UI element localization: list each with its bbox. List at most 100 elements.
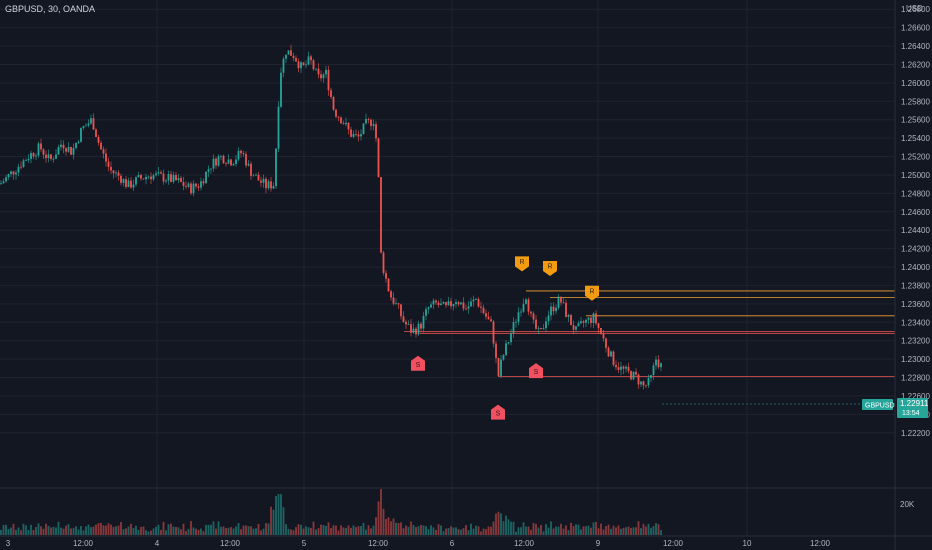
volume-bar bbox=[595, 521, 597, 535]
volume-bar bbox=[35, 527, 37, 535]
price-tick-label: 1.23400 bbox=[901, 318, 930, 327]
volume-bar bbox=[250, 526, 252, 535]
candle-body bbox=[482, 307, 485, 314]
volume-bar bbox=[327, 522, 330, 535]
candle-body bbox=[635, 371, 637, 375]
volume-bar bbox=[585, 526, 587, 535]
volume-bar bbox=[125, 528, 127, 535]
candle-body bbox=[252, 175, 255, 177]
volume-bar bbox=[152, 528, 155, 535]
candle-body bbox=[615, 365, 617, 368]
volume-bar bbox=[655, 523, 657, 535]
volume-bar bbox=[87, 524, 90, 535]
candle-body bbox=[127, 180, 130, 188]
candle-body bbox=[317, 68, 320, 75]
candle-body bbox=[190, 183, 192, 194]
candle-body bbox=[385, 272, 387, 279]
volume-bar bbox=[452, 527, 455, 535]
candle-body bbox=[417, 323, 420, 335]
candle-body bbox=[440, 303, 442, 306]
volume-bar bbox=[617, 525, 620, 535]
volume-bar bbox=[332, 525, 335, 535]
volume-bar bbox=[17, 527, 20, 535]
volume-bar bbox=[170, 523, 172, 535]
candle-body bbox=[15, 172, 17, 175]
candle-body bbox=[32, 153, 35, 157]
candle-body bbox=[322, 74, 325, 79]
volume-bar bbox=[450, 526, 452, 535]
volume-bar bbox=[462, 528, 465, 535]
time-tick-label: 10 bbox=[743, 539, 752, 548]
candle-body bbox=[347, 122, 350, 130]
candle-body bbox=[350, 129, 352, 137]
candle-body bbox=[280, 72, 282, 107]
candle-body bbox=[172, 175, 175, 182]
candle-body bbox=[207, 169, 210, 172]
candle-body bbox=[262, 178, 265, 183]
candle-body bbox=[327, 69, 330, 91]
candle-body bbox=[600, 328, 602, 334]
volume-bar bbox=[347, 525, 350, 535]
candle-body bbox=[525, 299, 527, 304]
price-tick-label: 1.22600 bbox=[901, 392, 930, 401]
volume-bar bbox=[390, 521, 392, 535]
signal-markers: R R R S S S bbox=[411, 256, 599, 420]
candle-body bbox=[500, 359, 502, 376]
candle-body bbox=[517, 312, 520, 322]
time-axis-ticks[interactable]: 3 12:00 4 12:00 5 12:00 6 12:00 9 12:00 10 12:00 bbox=[6, 539, 831, 548]
volume-bar bbox=[272, 509, 275, 535]
volume-bar bbox=[145, 530, 147, 535]
marker-label: R bbox=[547, 263, 552, 270]
candle-body bbox=[30, 153, 32, 160]
volume-bar bbox=[602, 529, 605, 535]
candle-body bbox=[35, 155, 37, 157]
volume-bar bbox=[92, 526, 95, 535]
volume-bar bbox=[470, 523, 472, 535]
volume-bar bbox=[225, 528, 227, 535]
volume-bar bbox=[435, 529, 437, 535]
candle-body bbox=[455, 302, 457, 304]
volume-bar bbox=[660, 530, 662, 535]
candle-body bbox=[12, 171, 15, 175]
candle-body bbox=[575, 326, 577, 330]
candle-body bbox=[352, 134, 355, 137]
candle-body bbox=[402, 316, 405, 322]
candle-body bbox=[422, 315, 425, 329]
candle-body bbox=[570, 314, 572, 326]
price-axis-ticks[interactable]: 1.26800 1.26600 1.26400 1.26200 1.26000 1.258… bbox=[901, 5, 930, 438]
candle-body bbox=[125, 179, 127, 188]
volume-bar bbox=[262, 528, 265, 535]
candle-body bbox=[290, 50, 292, 56]
axis-currency-label: USD bbox=[906, 4, 923, 13]
candle-body bbox=[560, 296, 562, 303]
volume-bar bbox=[270, 506, 272, 535]
candle-body bbox=[552, 306, 555, 312]
candle-body bbox=[122, 179, 125, 183]
candle-body bbox=[607, 347, 610, 357]
volume-bar bbox=[290, 529, 292, 535]
volume-bar bbox=[445, 528, 447, 535]
candle-body bbox=[102, 149, 105, 154]
volume-bar bbox=[465, 525, 467, 535]
volume-bar bbox=[172, 526, 175, 535]
volume-bar bbox=[545, 524, 547, 535]
candle-body bbox=[597, 323, 600, 329]
volume-bar bbox=[407, 526, 410, 535]
candle-body bbox=[0, 183, 2, 185]
volume-bar bbox=[277, 494, 280, 535]
volume-bar bbox=[167, 524, 170, 535]
candle-body bbox=[100, 142, 102, 150]
volume-bar bbox=[505, 515, 507, 535]
volume-bar bbox=[255, 528, 257, 535]
volume-bar bbox=[612, 525, 615, 535]
candle-body bbox=[17, 166, 20, 173]
candle-body bbox=[7, 174, 10, 178]
volume-bar bbox=[280, 494, 282, 535]
candle-body bbox=[212, 158, 215, 169]
candle-body bbox=[200, 181, 202, 188]
volume-bar bbox=[217, 521, 220, 535]
candle-body bbox=[445, 302, 447, 306]
candle-body bbox=[132, 184, 135, 188]
volume-bar bbox=[115, 526, 117, 535]
